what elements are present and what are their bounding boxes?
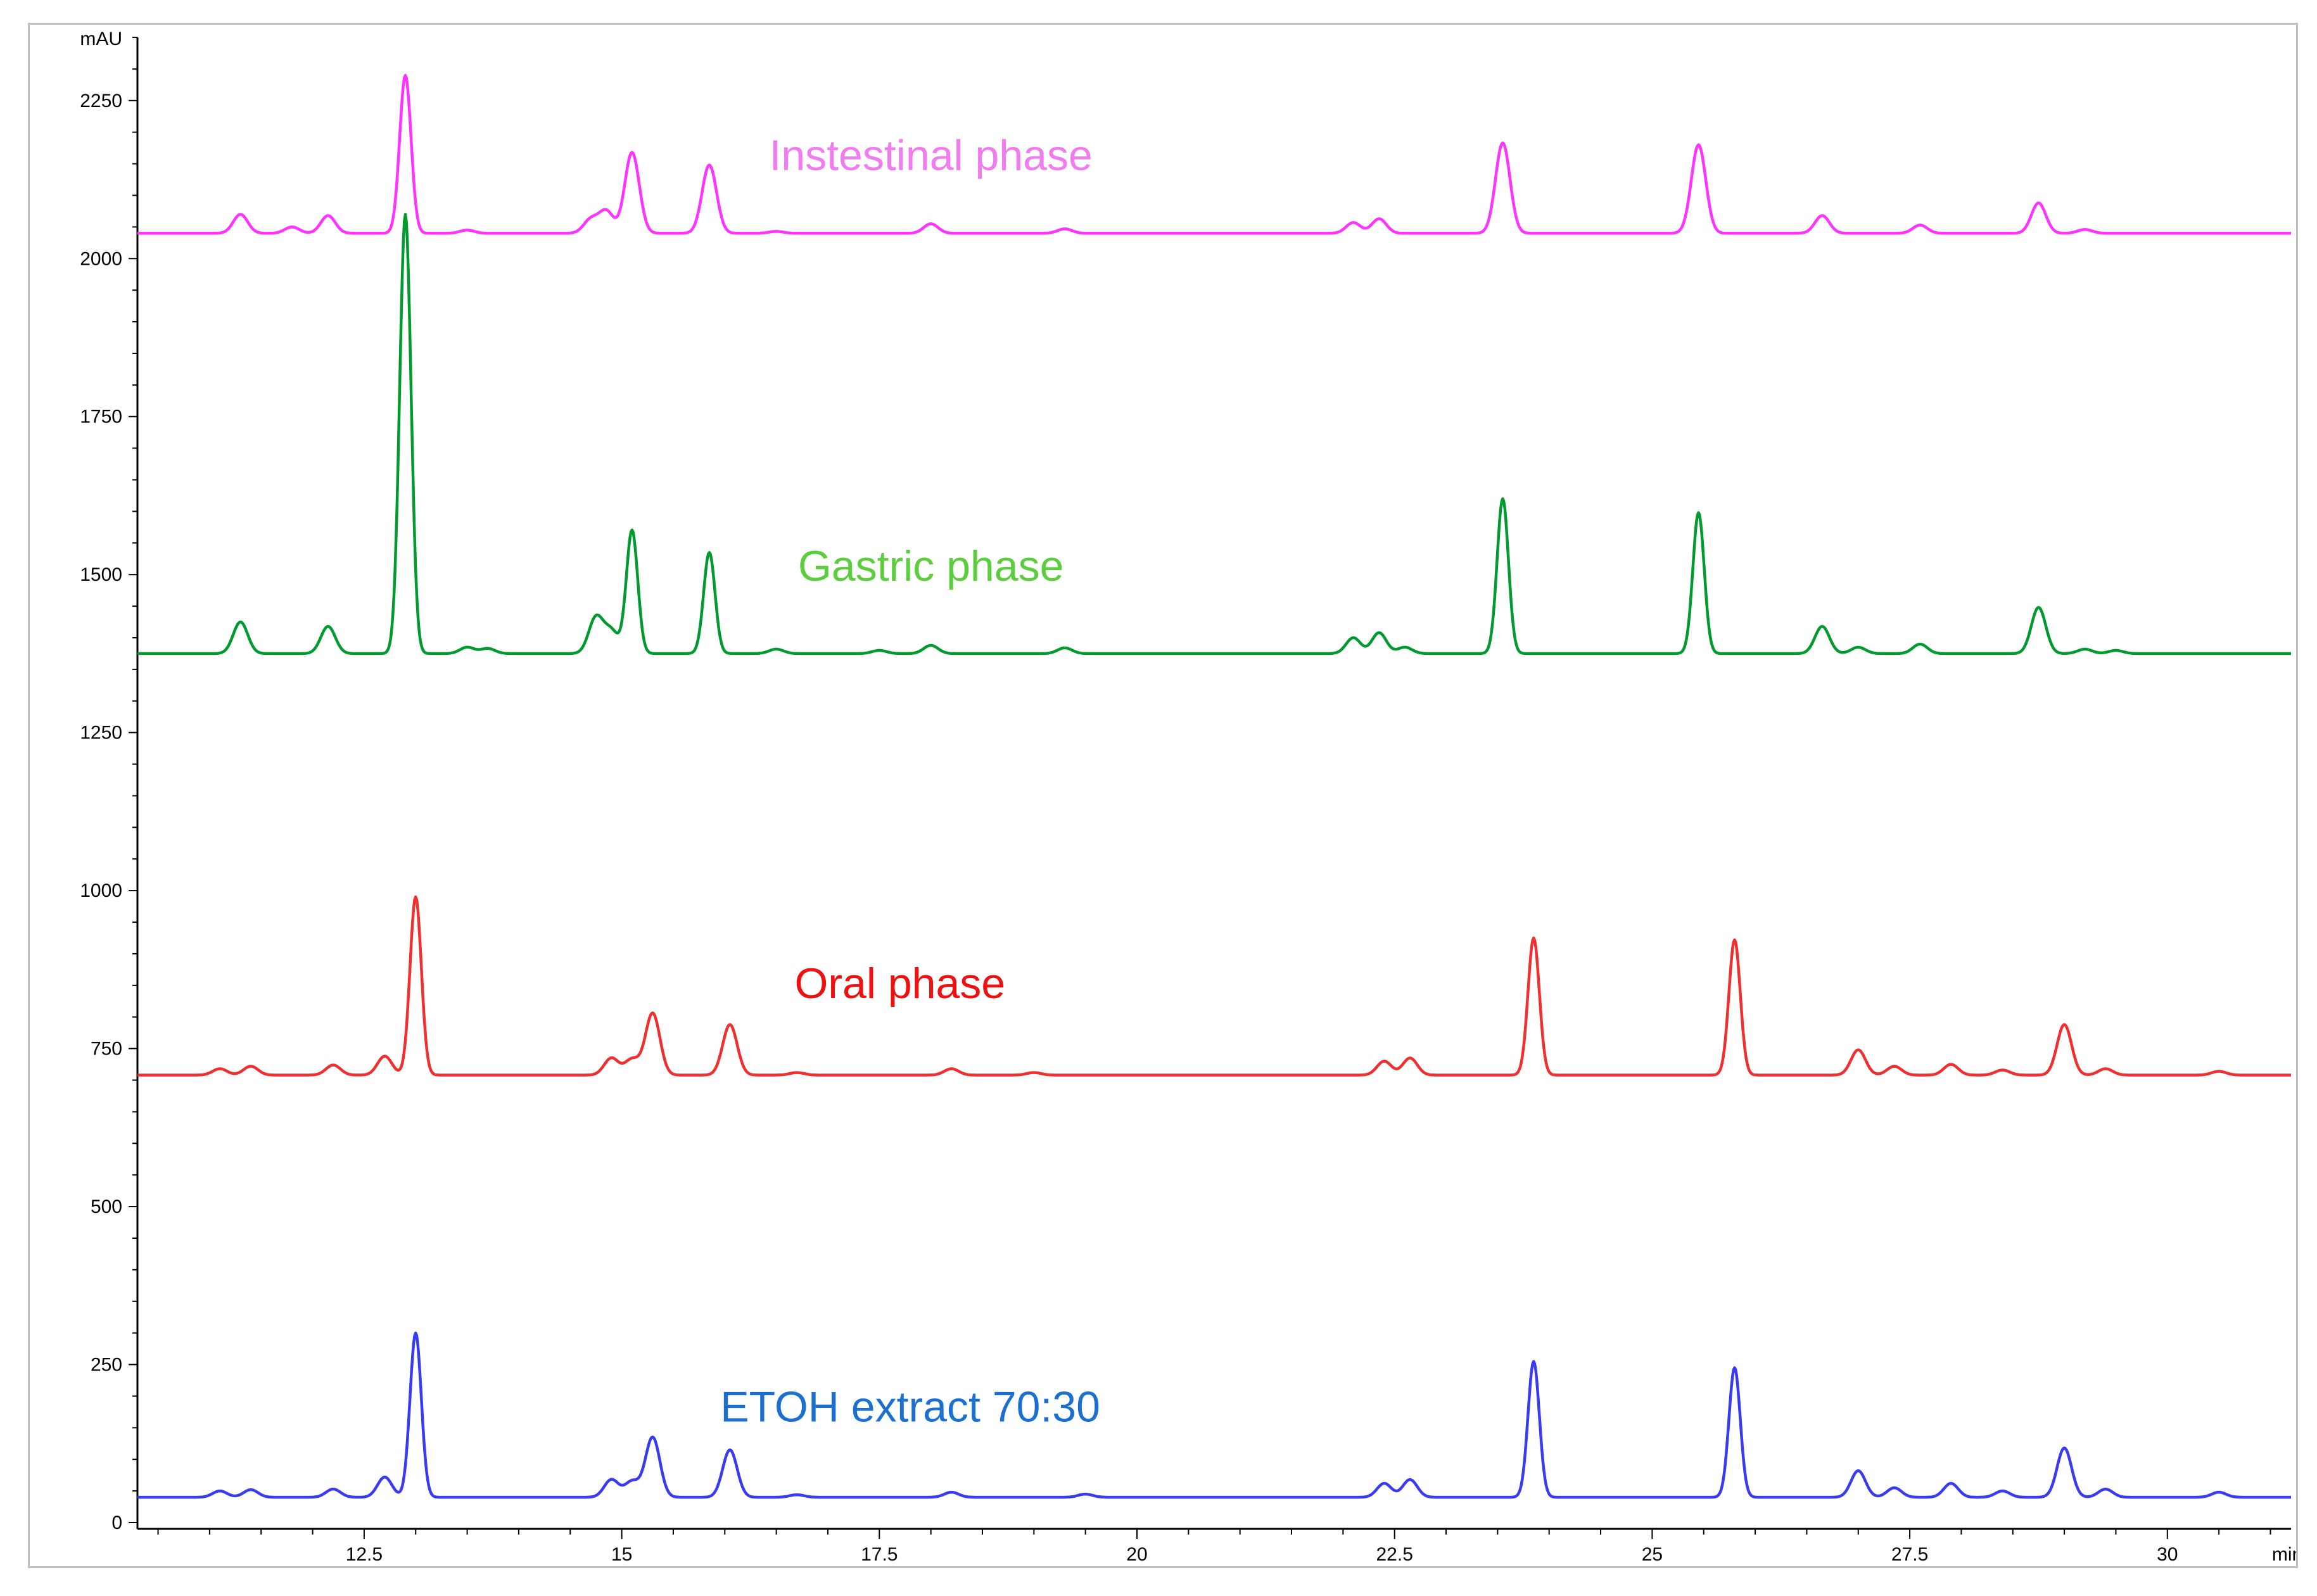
y-tick-label: 0 bbox=[111, 1512, 122, 1533]
x-tick-label: 22.5 bbox=[1376, 1544, 1412, 1565]
series-label: Oral phase bbox=[795, 960, 1006, 1008]
y-tick-label: 1500 bbox=[80, 564, 122, 585]
trace-line bbox=[137, 895, 2292, 1077]
traces bbox=[137, 73, 2292, 1499]
x-tick-label: 17.5 bbox=[861, 1544, 898, 1565]
series-label: Gastric phase bbox=[798, 542, 1064, 590]
y-tick-label: 1250 bbox=[80, 723, 122, 744]
chromatogram-frame: 0 250 500 750 1000 1250 1500 1750 2000 2250 mAU 12.… bbox=[28, 23, 2298, 1568]
x-tick-label: 12.5 bbox=[346, 1544, 383, 1565]
y-tick-label: 2250 bbox=[80, 91, 122, 111]
y-unit-label: mAU bbox=[80, 28, 122, 49]
y-tick-label: 750 bbox=[91, 1039, 122, 1060]
series-label: Instestinal phase bbox=[769, 132, 1092, 180]
chromatogram-chart: 0 250 500 750 1000 1250 1500 1750 2000 2250 mAU 12.… bbox=[80, 28, 2296, 1565]
y-tick-label: 2000 bbox=[80, 248, 122, 269]
y-tick-label: 250 bbox=[91, 1355, 122, 1376]
axes: 0 250 500 750 1000 1250 1500 1750 2000 2250 mAU 12.… bbox=[80, 28, 2296, 1565]
series-labels: Instestinal phase Gastric phase Oral phase… bbox=[720, 132, 1100, 1431]
x-tick-label: 15 bbox=[611, 1544, 632, 1565]
y-tick-label: 1000 bbox=[80, 880, 122, 901]
trace-line bbox=[137, 213, 2292, 656]
trace-line bbox=[137, 1331, 2292, 1499]
trace-line bbox=[137, 73, 2292, 235]
x-tick-label: 25 bbox=[1642, 1544, 1663, 1565]
x-tick-label: 20 bbox=[1126, 1544, 1147, 1565]
y-tick-label: 500 bbox=[91, 1196, 122, 1217]
series-label: ETOH extract 70:30 bbox=[720, 1383, 1100, 1431]
x-tick-label: 30 bbox=[2157, 1544, 2178, 1565]
y-tick-label: 1750 bbox=[80, 407, 122, 428]
x-tick-label: 27.5 bbox=[1891, 1544, 1928, 1565]
x-unit-label: min bbox=[2272, 1544, 2296, 1565]
